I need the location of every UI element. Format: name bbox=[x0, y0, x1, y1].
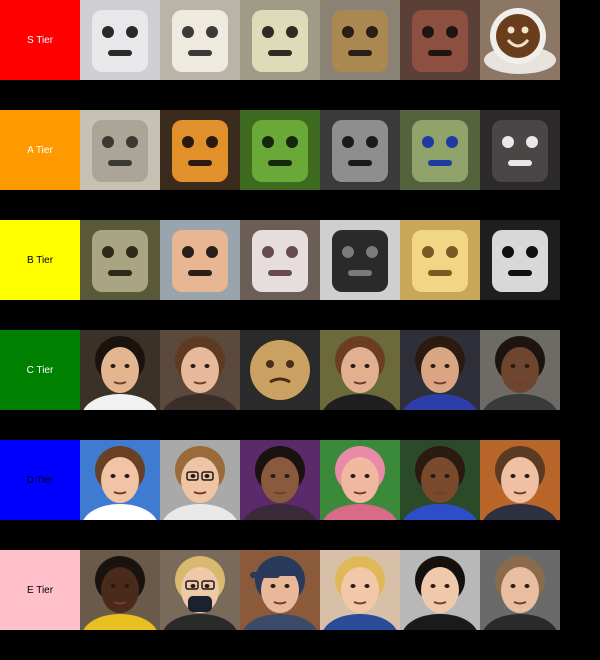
pale-blob-face[interactable] bbox=[240, 0, 320, 80]
car-seat-face[interactable] bbox=[320, 110, 400, 190]
tier-items bbox=[80, 220, 560, 300]
portrait-e4[interactable] bbox=[320, 550, 400, 630]
portrait-d5[interactable] bbox=[400, 440, 480, 520]
portrait-e6[interactable] bbox=[480, 550, 560, 630]
portrait-d1[interactable] bbox=[80, 440, 160, 520]
portrait-d3[interactable] bbox=[240, 440, 320, 520]
tier-label[interactable]: D Tier bbox=[0, 440, 80, 520]
mop-face-image bbox=[400, 110, 480, 190]
tier-items bbox=[80, 110, 560, 190]
tier-row: C Tier bbox=[0, 330, 600, 410]
tier-row: D Tier bbox=[0, 440, 600, 520]
pasta-face-image bbox=[400, 220, 480, 300]
portrait-c6[interactable] bbox=[480, 330, 560, 410]
grille-face[interactable] bbox=[480, 110, 560, 190]
portrait-c5[interactable] bbox=[400, 330, 480, 410]
heater-face[interactable] bbox=[80, 0, 160, 80]
orange-box-face[interactable] bbox=[160, 110, 240, 190]
pasta-face[interactable] bbox=[400, 220, 480, 300]
tier-items bbox=[80, 0, 560, 80]
mop-face[interactable] bbox=[400, 110, 480, 190]
portrait-d6[interactable] bbox=[480, 440, 560, 520]
banjo-face[interactable] bbox=[320, 0, 400, 80]
tree-bark-face-image bbox=[80, 220, 160, 300]
portrait-d3-image bbox=[240, 440, 320, 520]
portrait-e2[interactable] bbox=[160, 550, 240, 630]
bw-robot-face[interactable] bbox=[480, 220, 560, 300]
portrait-c5-image bbox=[400, 330, 480, 410]
tier-row: B Tier bbox=[0, 220, 600, 300]
coffee-cup-face-image bbox=[480, 0, 560, 80]
tree-bark-face[interactable] bbox=[80, 220, 160, 300]
portrait-d4[interactable] bbox=[320, 440, 400, 520]
portrait-d2[interactable] bbox=[160, 440, 240, 520]
portrait-d5-image bbox=[400, 440, 480, 520]
portrait-d1-image bbox=[80, 440, 160, 520]
portrait-c1[interactable] bbox=[80, 330, 160, 410]
cookie-face[interactable] bbox=[240, 330, 320, 410]
portrait-c4-image bbox=[320, 330, 400, 410]
bw-robot-face-image bbox=[480, 220, 560, 300]
tier-label[interactable]: C Tier bbox=[0, 330, 80, 410]
rusty-box-face[interactable] bbox=[400, 0, 480, 80]
tier-row: A Tier bbox=[0, 110, 600, 190]
car-seat-face-image bbox=[320, 110, 400, 190]
tier-label[interactable]: E Tier bbox=[0, 550, 80, 630]
plant-stem-face-image bbox=[80, 110, 160, 190]
cookie-face-image bbox=[240, 330, 320, 410]
plant-stem-face[interactable] bbox=[80, 110, 160, 190]
portrait-e4-image bbox=[320, 550, 400, 630]
green-pepper-face[interactable] bbox=[240, 110, 320, 190]
portrait-c2[interactable] bbox=[160, 330, 240, 410]
rusty-box-face-image bbox=[400, 0, 480, 80]
portrait-c4[interactable] bbox=[320, 330, 400, 410]
portrait-d6-image bbox=[480, 440, 560, 520]
portrait-e5[interactable] bbox=[400, 550, 480, 630]
sculpture-face[interactable] bbox=[320, 220, 400, 300]
portrait-d2-image bbox=[160, 440, 240, 520]
portrait-d4-image bbox=[320, 440, 400, 520]
portrait-c1-image bbox=[80, 330, 160, 410]
onion-face[interactable] bbox=[240, 220, 320, 300]
portrait-e1-image bbox=[80, 550, 160, 630]
heater-face-image bbox=[80, 0, 160, 80]
tier-items bbox=[80, 550, 560, 630]
tier-items bbox=[80, 440, 560, 520]
jugs-face[interactable] bbox=[160, 0, 240, 80]
portrait-e1[interactable] bbox=[80, 550, 160, 630]
banjo-face-image bbox=[320, 0, 400, 80]
cartoon-head-face[interactable] bbox=[160, 220, 240, 300]
tier-label[interactable]: S Tier bbox=[0, 0, 80, 80]
grille-face-image bbox=[480, 110, 560, 190]
portrait-c6-image bbox=[480, 330, 560, 410]
orange-box-face-image bbox=[160, 110, 240, 190]
sculpture-face-image bbox=[320, 220, 400, 300]
portrait-e5-image bbox=[400, 550, 480, 630]
portrait-c2-image bbox=[160, 330, 240, 410]
portrait-e3[interactable] bbox=[240, 550, 320, 630]
onion-face-image bbox=[240, 220, 320, 300]
portrait-e3-image bbox=[240, 550, 320, 630]
cartoon-head-face-image bbox=[160, 220, 240, 300]
coffee-cup-face[interactable] bbox=[480, 0, 560, 80]
portrait-e2-image bbox=[160, 550, 240, 630]
jugs-face-image bbox=[160, 0, 240, 80]
portrait-e6-image bbox=[480, 550, 560, 630]
tier-row: S Tier bbox=[0, 0, 600, 80]
tier-items bbox=[80, 330, 560, 410]
pale-blob-face-image bbox=[240, 0, 320, 80]
green-pepper-face-image bbox=[240, 110, 320, 190]
tier-row: E Tier bbox=[0, 550, 600, 630]
tier-label[interactable]: B Tier bbox=[0, 220, 80, 300]
tier-label[interactable]: A Tier bbox=[0, 110, 80, 190]
